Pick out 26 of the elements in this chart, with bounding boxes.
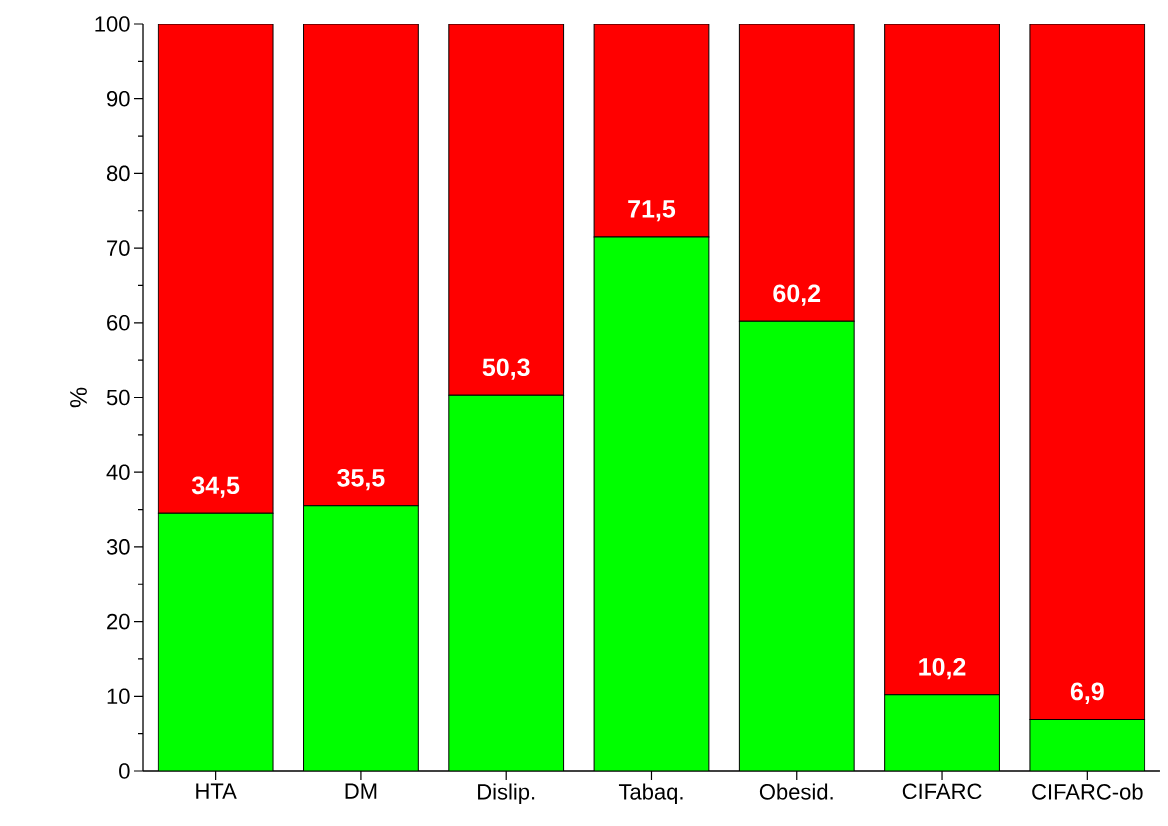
x-tick-label: Tabaq. [618,783,683,805]
x-tick-label: CIFARC-ob [1032,783,1143,800]
y-tick-label: 70 [107,240,130,256]
data-label: 34,5 [191,476,240,498]
data-label: 10,2 [919,657,966,680]
y-tick-label: 20 [107,613,130,630]
y-tick-label: 40 [106,464,130,480]
y-tick-label: 100 [95,16,130,32]
data-label: 60,2 [773,284,821,306]
y-tick-label: 10 [107,688,130,705]
y-tick-label: 50 [106,389,130,406]
x-tick-label: HTA [196,783,237,799]
x-tick-label: DM [345,783,377,799]
data-label: 71,5 [628,200,676,222]
x-tick-label: CIFARC [902,783,982,800]
y-tick-label: 0 [119,763,130,779]
y-tick-label: 60 [107,314,130,331]
data-label: 50,3 [482,358,530,380]
y-axis-title: % [70,387,87,408]
y-tick-label: 80 [106,165,130,182]
x-tick-label: Dislip. [478,783,535,805]
x-tick-label: Obesid. [759,783,833,800]
y-tick-label: 30 [106,539,130,555]
data-label: 35,5 [337,468,385,491]
data-label: 6,9 [1070,682,1104,704]
y-tick-label: 90 [107,90,130,107]
